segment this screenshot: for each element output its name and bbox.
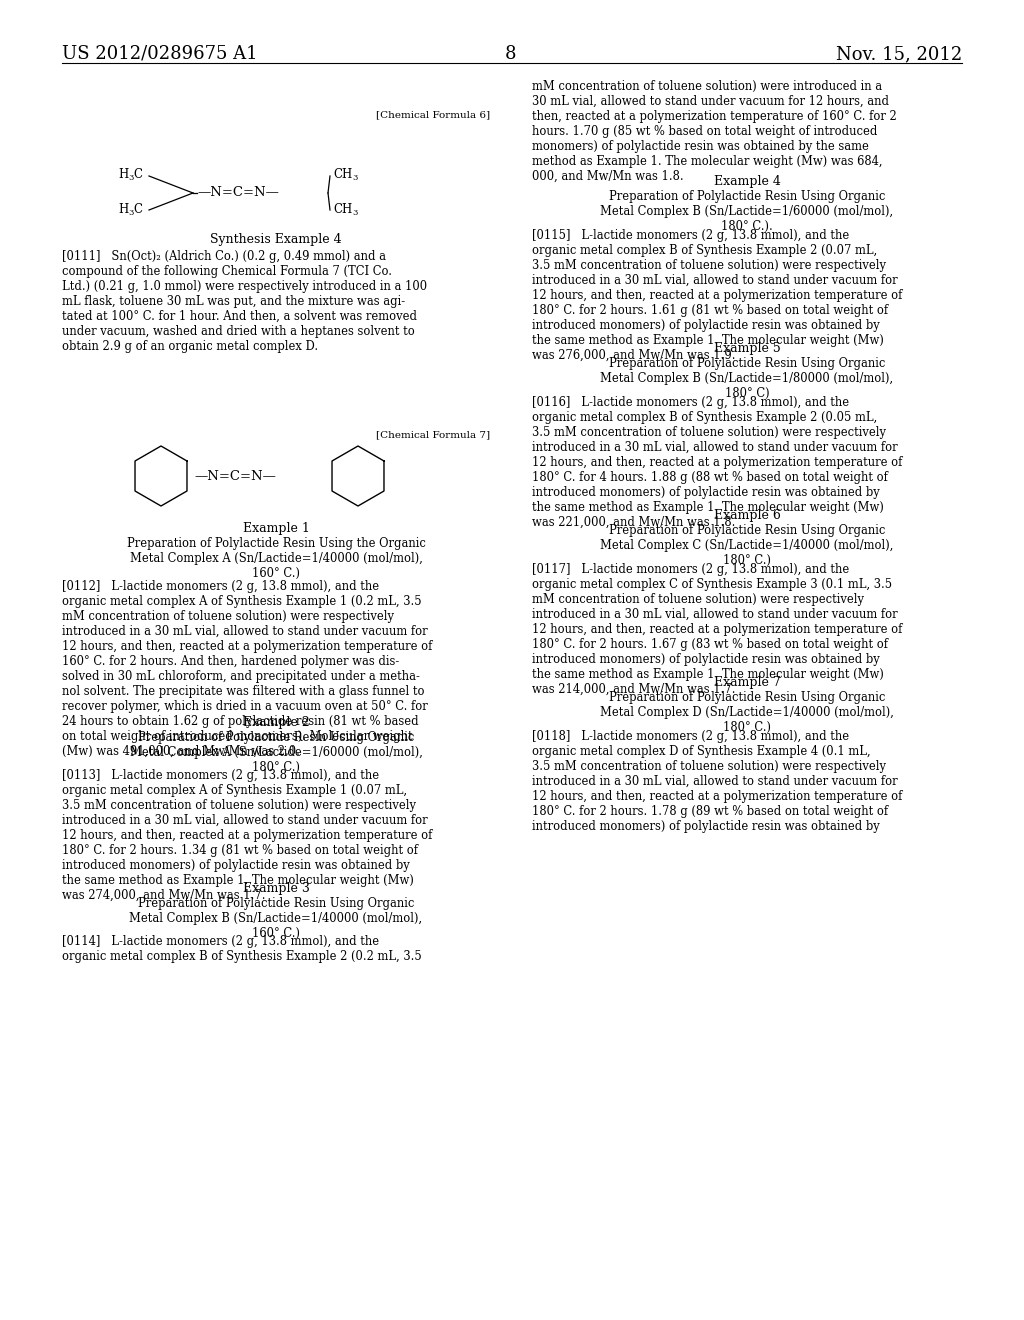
Text: 8: 8 (505, 45, 517, 63)
Text: Preparation of Polylactide Resin Using Organic
Metal Complex B (Sn/Lactide=1/400: Preparation of Polylactide Resin Using O… (129, 898, 423, 940)
Text: $\mathregular{H_3C}$: $\mathregular{H_3C}$ (118, 166, 144, 183)
Text: Example 5: Example 5 (714, 342, 780, 355)
Text: [0111]   Sn(Oct)₂ (Aldrich Co.) (0.2 g, 0.49 mmol) and a
compound of the followi: [0111] Sn(Oct)₂ (Aldrich Co.) (0.2 g, 0.… (62, 249, 427, 352)
Text: [Chemical Formula 6]: [Chemical Formula 6] (376, 110, 490, 119)
Text: US 2012/0289675 A1: US 2012/0289675 A1 (62, 45, 258, 63)
Text: Synthesis Example 4: Synthesis Example 4 (210, 234, 342, 246)
Text: —N=C=N—: —N=C=N— (194, 470, 275, 483)
Text: $\mathregular{H_3C}$: $\mathregular{H_3C}$ (118, 202, 144, 218)
Text: mM concentration of toluene solution) were introduced in a
30 mL vial, allowed t: mM concentration of toluene solution) we… (532, 81, 897, 183)
Text: Example 7: Example 7 (714, 676, 780, 689)
Text: Example 2: Example 2 (243, 715, 309, 729)
Text: $\mathregular{CH_3}$: $\mathregular{CH_3}$ (333, 202, 359, 218)
Text: [0117]   L-lactide monomers (2 g, 13.8 mmol), and the
organic metal complex C of: [0117] L-lactide monomers (2 g, 13.8 mmo… (532, 564, 902, 696)
Text: [0112]   L-lactide monomers (2 g, 13.8 mmol), and the
organic metal complex A of: [0112] L-lactide monomers (2 g, 13.8 mmo… (62, 579, 432, 758)
Text: Example 3: Example 3 (243, 882, 309, 895)
Text: Example 4: Example 4 (714, 176, 780, 187)
Text: [Chemical Formula 7]: [Chemical Formula 7] (376, 430, 490, 440)
Text: $\mathregular{CH_3}$: $\mathregular{CH_3}$ (333, 166, 359, 183)
Text: Preparation of Polylactide Resin Using Organic
Metal Complex A (Sn/Lactide=1/600: Preparation of Polylactide Resin Using O… (130, 731, 423, 774)
Text: Preparation of Polylactide Resin Using Organic
Metal Complex C (Sn/Lactide=1/400: Preparation of Polylactide Resin Using O… (600, 524, 894, 568)
Text: Preparation of Polylactide Resin Using Organic
Metal Complex B (Sn/Lactide=1/800: Preparation of Polylactide Resin Using O… (600, 356, 894, 400)
Text: [0113]   L-lactide monomers (2 g, 13.8 mmol), and the
organic metal complex A of: [0113] L-lactide monomers (2 g, 13.8 mmo… (62, 770, 432, 902)
Text: —N=C=N—: —N=C=N— (197, 186, 279, 199)
Text: Preparation of Polylactide Resin Using the Organic
Metal Complex A (Sn/Lactide=1: Preparation of Polylactide Resin Using t… (127, 537, 425, 579)
Text: Example 1: Example 1 (243, 521, 309, 535)
Text: Example 6: Example 6 (714, 510, 780, 521)
Text: [0114]   L-lactide monomers (2 g, 13.8 mmol), and the
organic metal complex B of: [0114] L-lactide monomers (2 g, 13.8 mmo… (62, 935, 422, 964)
Text: Preparation of Polylactide Resin Using Organic
Metal Complex D (Sn/Lactide=1/400: Preparation of Polylactide Resin Using O… (600, 690, 894, 734)
Text: [0115]   L-lactide monomers (2 g, 13.8 mmol), and the
organic metal complex B of: [0115] L-lactide monomers (2 g, 13.8 mmo… (532, 228, 902, 362)
Text: Nov. 15, 2012: Nov. 15, 2012 (836, 45, 962, 63)
Text: [0116]   L-lactide monomers (2 g, 13.8 mmol), and the
organic metal complex B of: [0116] L-lactide monomers (2 g, 13.8 mmo… (532, 396, 902, 529)
Text: Preparation of Polylactide Resin Using Organic
Metal Complex B (Sn/Lactide=1/600: Preparation of Polylactide Resin Using O… (600, 190, 894, 234)
Text: [0118]   L-lactide monomers (2 g, 13.8 mmol), and the
organic metal complex D of: [0118] L-lactide monomers (2 g, 13.8 mmo… (532, 730, 902, 833)
